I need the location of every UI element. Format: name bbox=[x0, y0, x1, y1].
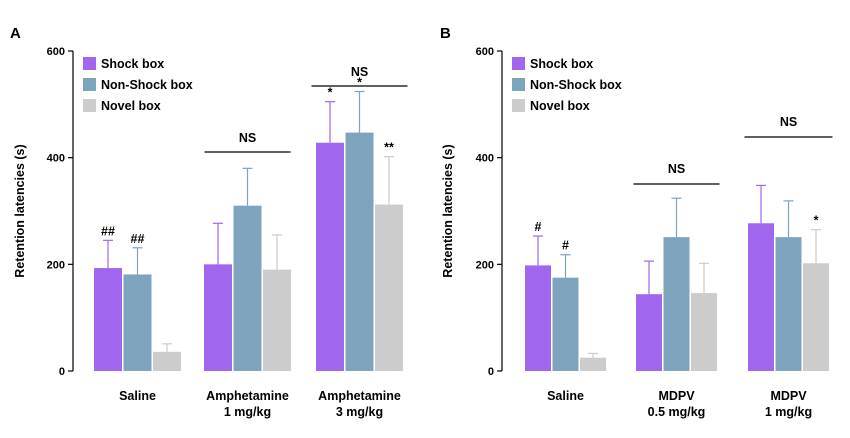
bar bbox=[691, 293, 717, 371]
category-label: 1 mg/kg bbox=[765, 405, 812, 419]
category-label: Saline bbox=[547, 389, 584, 403]
category-label: 1 mg/kg bbox=[224, 405, 271, 419]
y-tick-label: 0 bbox=[59, 366, 65, 378]
y-tick-label: 200 bbox=[47, 259, 65, 271]
legend-swatch-novel bbox=[83, 99, 96, 112]
bar bbox=[123, 274, 152, 371]
legend-label: Non-Shock box bbox=[530, 78, 622, 92]
panel-letter: A bbox=[10, 25, 21, 42]
legend-label: Shock box bbox=[530, 57, 593, 71]
category-label: MDPV bbox=[658, 389, 695, 403]
y-tick-label: 0 bbox=[488, 366, 494, 378]
significance-mark: * bbox=[814, 214, 819, 228]
ns-label: NS bbox=[668, 162, 685, 176]
bar bbox=[204, 264, 232, 371]
legend-swatch-non-shock bbox=[83, 78, 96, 91]
category-label: MDPV bbox=[770, 389, 807, 403]
ns-label: NS bbox=[780, 115, 797, 129]
bar bbox=[233, 205, 262, 371]
significance-mark: ## bbox=[131, 232, 145, 246]
significance-mark: ## bbox=[101, 224, 115, 238]
legend-label: Non-Shock box bbox=[101, 78, 193, 92]
y-axis-label: Retention latencies (s) bbox=[13, 144, 27, 277]
panel-letter: B bbox=[440, 25, 451, 42]
legend-swatch-shock bbox=[512, 57, 525, 70]
category-label: Amphetamine bbox=[318, 389, 401, 403]
legend-label: Novel box bbox=[530, 99, 590, 113]
bar bbox=[345, 132, 374, 371]
panel-a: A 0 200 400 600 Retention latencies (s) Shock … bbox=[10, 25, 408, 419]
y-tick-label: 200 bbox=[476, 259, 494, 271]
legend-swatch-novel bbox=[512, 99, 525, 112]
bar bbox=[636, 294, 662, 371]
bar bbox=[552, 277, 579, 371]
ns-label: NS bbox=[351, 65, 368, 79]
bar bbox=[663, 237, 690, 371]
significance-mark: ** bbox=[384, 141, 394, 155]
ns-label: NS bbox=[239, 131, 256, 145]
significance-mark: * bbox=[357, 76, 362, 90]
bar bbox=[803, 263, 829, 371]
y-axis-label: Retention latencies (s) bbox=[441, 144, 455, 277]
bar bbox=[525, 265, 551, 371]
significance-mark: * bbox=[328, 86, 333, 100]
bar bbox=[94, 268, 122, 371]
bar bbox=[748, 223, 774, 371]
category-label: 3 mg/kg bbox=[336, 405, 383, 419]
legend-label: Shock box bbox=[101, 57, 164, 71]
panel-b: B 0 200 400 600 Retention latencies (s) Shock … bbox=[440, 25, 833, 419]
y-tick-label: 400 bbox=[476, 153, 494, 165]
bar bbox=[775, 237, 802, 371]
bar bbox=[263, 269, 291, 371]
legend-swatch-shock bbox=[83, 57, 96, 70]
legend-label: Novel box bbox=[101, 99, 161, 113]
significance-mark: # bbox=[562, 239, 569, 253]
legend-swatch-non-shock bbox=[512, 78, 525, 91]
bar bbox=[316, 142, 344, 371]
significance-mark: # bbox=[535, 220, 542, 234]
category-label: 0.5 mg/kg bbox=[648, 405, 706, 419]
bar bbox=[153, 351, 181, 371]
bar bbox=[375, 204, 403, 371]
bar bbox=[580, 357, 606, 371]
y-tick-label: 600 bbox=[47, 46, 65, 58]
y-tick-label: 400 bbox=[47, 153, 65, 165]
category-label: Saline bbox=[119, 389, 156, 403]
category-label: Amphetamine bbox=[206, 389, 289, 403]
y-tick-label: 600 bbox=[476, 46, 494, 58]
